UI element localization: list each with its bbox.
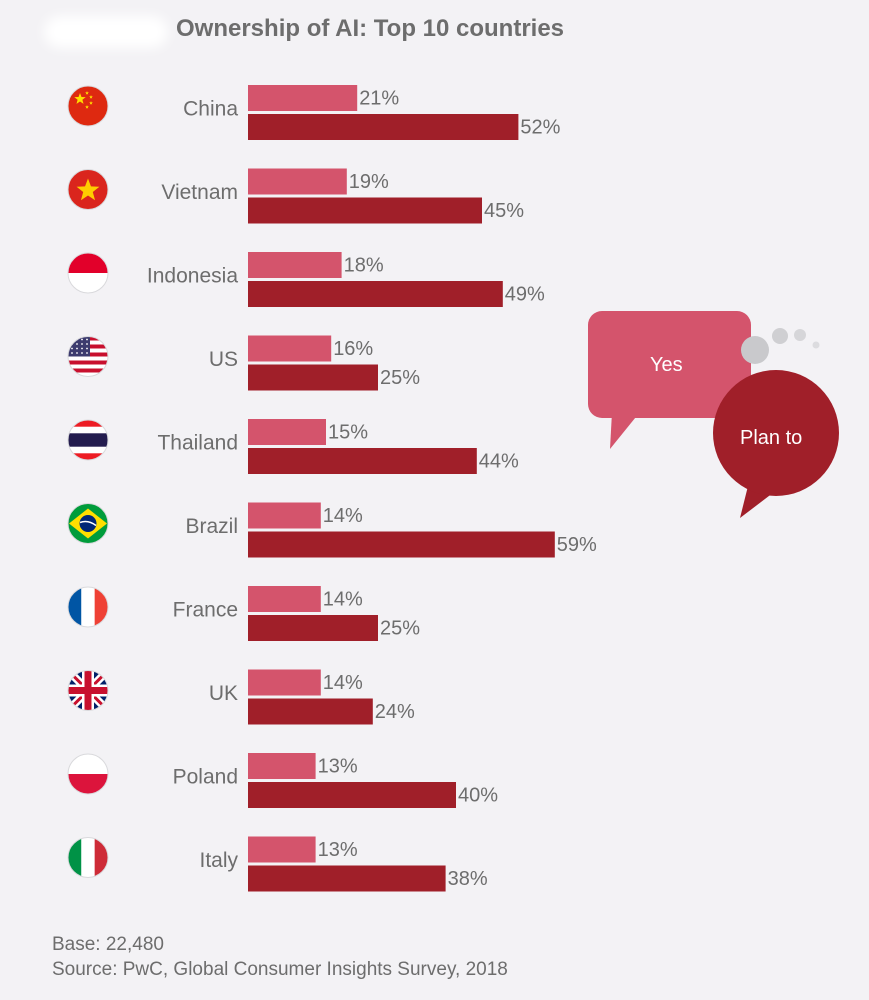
legend-dot [772,328,788,344]
category-label: US [209,348,238,371]
bar-yes [248,586,321,612]
legend-dot [794,329,806,341]
thailand-flag-icon [67,419,109,461]
bar-plan-to [248,364,378,391]
bar-yes [248,753,316,779]
bar-yes [248,168,347,195]
italy-flag-icon [67,837,109,878]
category-label: Brazil [185,515,238,538]
france-flag-icon [67,586,109,628]
bar-plan-to [248,615,378,641]
data-label: 45% [484,200,524,222]
legend-dots [741,328,820,364]
bar-yes [248,252,342,278]
data-label: 25% [380,617,420,639]
bar-yes [248,85,358,111]
bar-yes [248,502,321,529]
data-label: 40% [458,784,498,806]
data-label: 19% [349,171,389,193]
legend-yes-tail [610,412,640,449]
vietnam-flag-icon [67,169,109,210]
data-label: 49% [505,283,545,305]
data-label: 15% [328,421,368,443]
data-label: 14% [323,505,363,527]
uk-flag-icon [67,670,109,711]
legend-dot [741,336,769,364]
poland-flag-icon [67,753,109,795]
category-label: UK [209,682,238,705]
footer-base: Base: 22,480 [52,934,164,955]
data-label: 18% [344,254,384,276]
brazil-flag-icon [67,503,109,544]
legend-yes-bubble [588,311,751,418]
category-label: Thailand [157,432,238,455]
data-label: 52% [520,116,560,138]
data-label: 16% [333,338,373,360]
us-flag-icon [67,336,109,377]
data-label: 59% [557,534,597,556]
bar-plan-to [248,197,482,224]
bar-plan-to [248,281,503,307]
category-label: Poland [173,766,238,789]
data-label: 14% [323,672,363,694]
bar-plan-to [248,531,555,558]
legend-plan-bubble [713,370,839,496]
data-label: 13% [318,755,358,777]
data-label: 21% [359,87,399,109]
data-label: 25% [380,367,420,389]
legend-yes [588,311,751,449]
chart-title: Ownership of AI: Top 10 countries [176,15,565,42]
indonesia-flag-icon [67,252,109,294]
category-label: France [173,599,238,622]
legend-plan [713,370,839,518]
bar-plan-to [248,865,446,892]
bar-yes [248,335,332,362]
category-label: Italy [199,849,238,872]
data-label: 38% [448,868,488,890]
legend-yes-label: Yes [650,354,683,376]
data-label: 24% [375,701,415,723]
bar-plan-to [248,698,373,725]
category-label: Indonesia [147,265,238,288]
data-label: 44% [479,450,519,472]
redacted-logo [44,16,168,48]
bar-yes [248,836,316,863]
footer-source: Source: PwC, Global Consumer Insights Su… [52,959,508,980]
legend-dot [812,341,820,349]
bar-plan-to [248,114,519,140]
bar-plan-to [248,782,456,808]
bar-yes [248,669,321,696]
category-label: Vietnam [161,181,238,204]
bar-yes [248,419,326,445]
data-label: 14% [323,588,363,610]
legend-plan-label: Plan to [740,427,803,449]
bar-plan-to [248,448,477,474]
legend [588,311,839,518]
category-label: China [183,98,238,121]
china-flag-icon [67,85,109,127]
data-label: 13% [318,839,358,861]
